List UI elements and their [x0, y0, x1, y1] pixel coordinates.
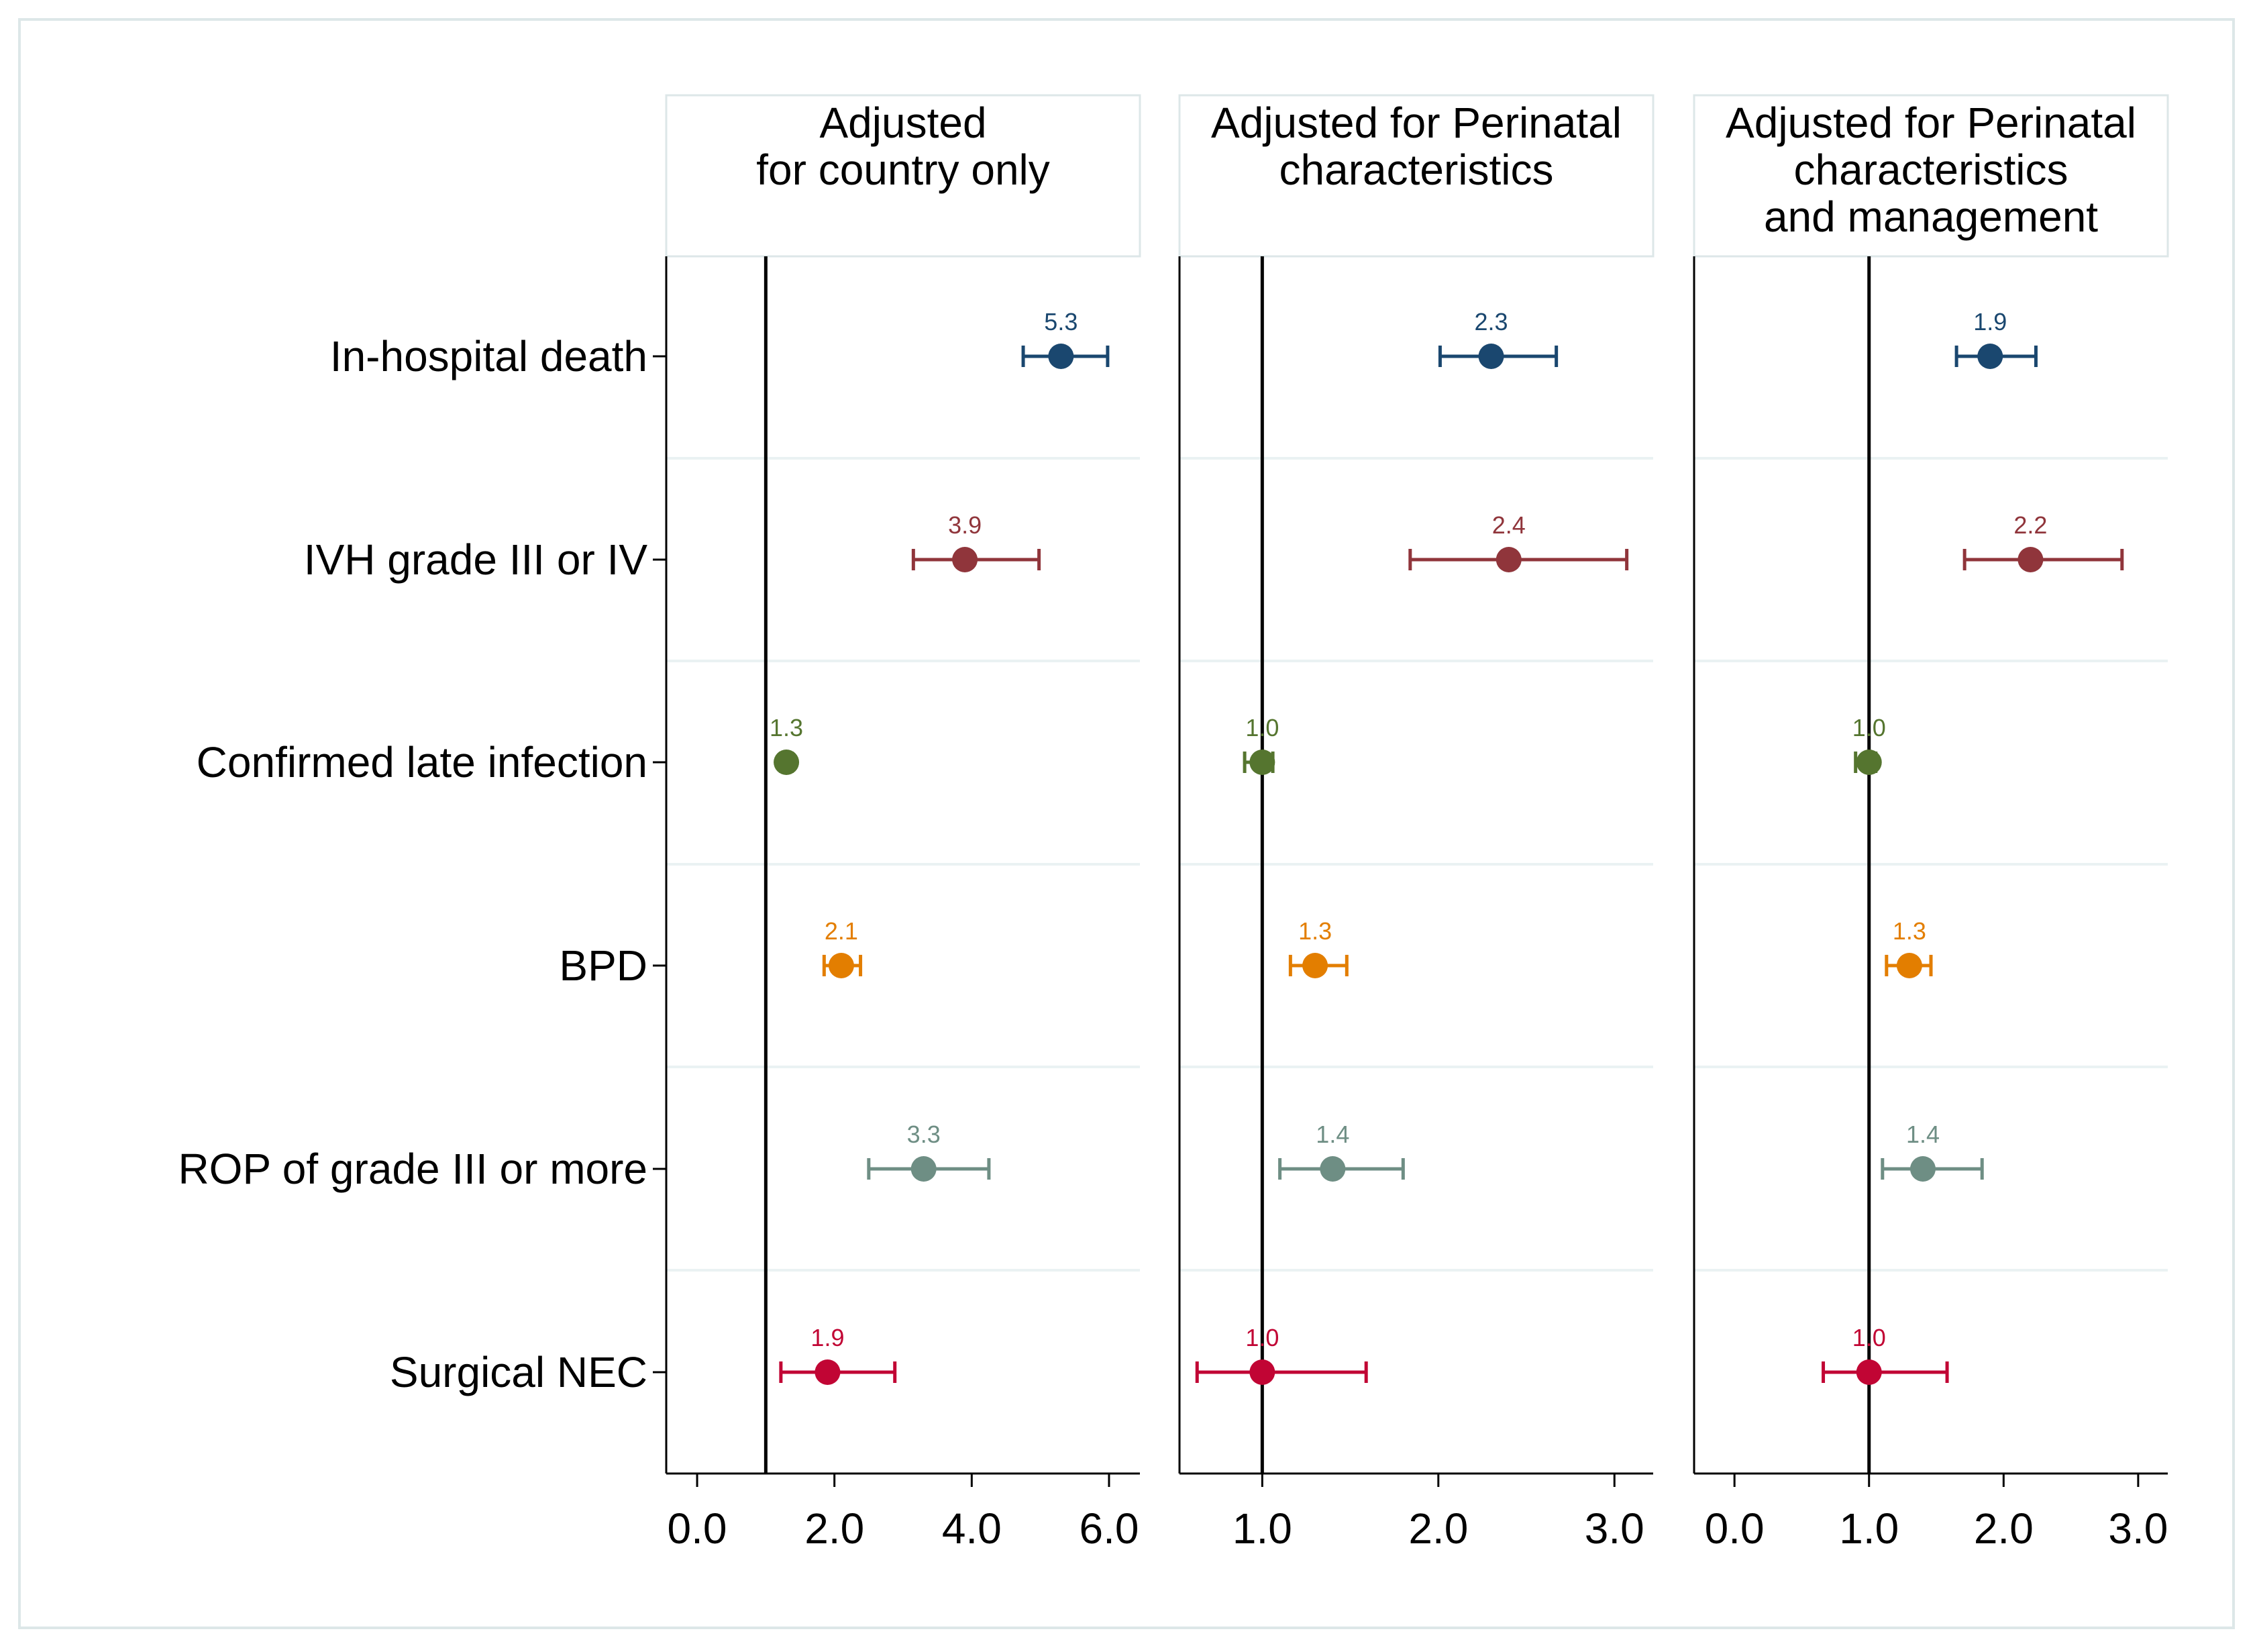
panel-3-in-hospital-death-value-label: 1.9: [1973, 308, 2007, 335]
panel-2-title-line-2: characteristics: [1279, 146, 1554, 194]
category-label-surgical-nec: Surgical NEC: [390, 1348, 647, 1396]
category-label-ivh-grade-iii-or-iv: IVH grade III or IV: [304, 535, 648, 584]
panel-2-x-tick-label-1: 1.0: [1233, 1504, 1292, 1553]
panel-1-ivh-grade-iii-or-iv-point: [952, 547, 978, 572]
panel-3-header-box: [1693, 94, 2169, 258]
panel-3-bpd-value-label: 1.3: [1893, 917, 1926, 945]
panel-2-ivh-grade-iii-or-iv-point: [1496, 547, 1522, 572]
panel-3-confirmed-late-infection-value-label: 1.0: [1852, 714, 1886, 741]
panel-1-surgical-nec-value-label: 1.9: [810, 1324, 844, 1351]
panel-1-rop-of-grade-iii-or-more-value-label: 3.3: [907, 1121, 941, 1148]
panel-2-rop-of-grade-iii-or-more-value-label: 1.4: [1316, 1121, 1349, 1148]
category-label-confirmed-late-infection: Confirmed late infection: [197, 738, 647, 786]
panel-2-in-hospital-death-value-label: 2.3: [1475, 308, 1508, 335]
panel-3-x-tick-label-2: 1.0: [1839, 1504, 1899, 1553]
panel-1-confirmed-late-infection-value-label: 1.3: [770, 714, 803, 741]
panel-1-x-tick-label-4: 6.0: [1079, 1504, 1139, 1553]
panel-2-x-tick-label-2: 2.0: [1408, 1504, 1468, 1553]
panel-1-title-line-1: Adjusted: [819, 99, 986, 147]
panel-3-in-hospital-death-point: [1977, 344, 2003, 369]
panel-1-bpd-value-label: 2.1: [825, 917, 858, 945]
panel-2-ivh-grade-iii-or-iv-value-label: 2.4: [1492, 511, 1526, 539]
panel-2-bpd-value-label: 1.3: [1298, 917, 1332, 945]
panel-3-title-line-2: characteristics: [1794, 146, 2068, 194]
panel-2-title-line-1: Adjusted for Perinatal: [1211, 99, 1622, 147]
panel-3-x-tick-label-4: 3.0: [2108, 1504, 2168, 1553]
panel-1-rop-of-grade-iii-or-more-point: [910, 1156, 937, 1182]
category-label-in-hospital-death: In-hospital death: [330, 332, 647, 380]
panel-1-surgical-nec-point: [815, 1359, 841, 1385]
panel-1-confirmed-late-infection-point: [774, 750, 800, 775]
category-label-bpd: BPD: [559, 941, 647, 990]
panel-1-bpd-point: [828, 953, 854, 978]
panel-1-title-line-2: for country only: [756, 146, 1050, 194]
panel-2-in-hospital-death-point: [1478, 344, 1504, 369]
panel-3-ivh-grade-iii-or-iv-point: [2017, 547, 2044, 572]
panel-2-surgical-nec-point: [1249, 1359, 1275, 1385]
panel-2-rop-of-grade-iii-or-more-point: [1320, 1156, 1346, 1182]
panel-1-x-tick-label-3: 4.0: [942, 1504, 1002, 1553]
panel-1-ivh-grade-iii-or-iv-value-label: 3.9: [948, 511, 982, 539]
figure-border: [18, 18, 2235, 1629]
panel-2-confirmed-late-infection-point: [1249, 750, 1275, 775]
panel-3-rop-of-grade-iii-or-more-value-label: 1.4: [1906, 1121, 1940, 1148]
panel-1-x-tick-label-2: 2.0: [804, 1504, 864, 1553]
panel-1-header-box: [665, 94, 1141, 258]
panel-3-rop-of-grade-iii-or-more-point: [1909, 1156, 1936, 1182]
panel-3-title-line-3: and management: [1764, 193, 2098, 241]
panel-1-in-hospital-death-point: [1048, 344, 1074, 369]
panel-2-x-tick-label-3: 3.0: [1585, 1504, 1644, 1553]
panel-2-header-box: [1178, 94, 1655, 258]
panel-2-surgical-nec-value-label: 1.0: [1245, 1324, 1279, 1351]
panel-3-surgical-nec-value-label: 1.0: [1852, 1324, 1886, 1351]
panel-3-surgical-nec-point: [1856, 1359, 1882, 1385]
panel-3-x-tick-label-1: 0.0: [1705, 1504, 1765, 1553]
panel-3-title-line-1: Adjusted for Perinatal: [1726, 99, 2136, 147]
panel-3-confirmed-late-infection-point: [1856, 750, 1882, 775]
category-label-rop-of-grade-iii-or-more: ROP of grade III or more: [178, 1145, 647, 1193]
panel-2-confirmed-late-infection-value-label: 1.0: [1245, 714, 1279, 741]
panel-3-bpd-point: [1896, 953, 1922, 978]
panel-3-ivh-grade-iii-or-iv-value-label: 2.2: [2013, 511, 2047, 539]
panel-1-in-hospital-death-value-label: 5.3: [1044, 308, 1078, 335]
panel-3-x-tick-label-3: 2.0: [1974, 1504, 2034, 1553]
panel-1-x-tick-label-1: 0.0: [668, 1504, 727, 1553]
panel-2-bpd-point: [1302, 953, 1328, 978]
